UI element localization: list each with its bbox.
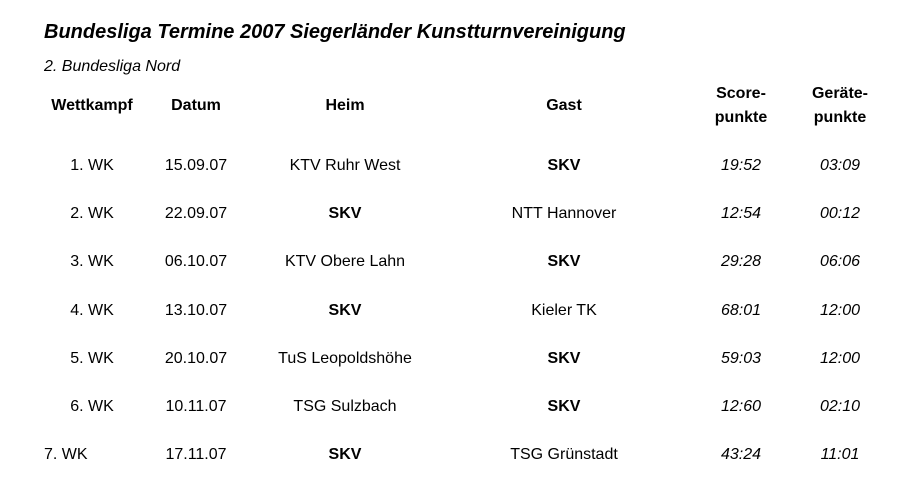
column-header: punkte — [813, 109, 867, 126]
table-cell: 06:06 — [819, 253, 861, 271]
subtitle: 2. Bundesliga Nord — [44, 58, 181, 75]
table-cell: 29:28 — [720, 253, 762, 271]
title: Bundesliga Termine 2007 Siegerländer Kun… — [44, 21, 626, 43]
table-cell: TSG Grünstadt — [510, 446, 618, 464]
table-cell: SKV — [328, 446, 362, 464]
table-cell: KTV Obere Lahn — [284, 253, 406, 271]
table-cell: 3. WK — [70, 253, 114, 271]
table-cell: 17.11.07 — [165, 446, 227, 464]
table-cell: SKV — [547, 157, 581, 174]
table-cell: TSG Sulzbach — [293, 398, 397, 415]
table-cell: 19:52 — [720, 157, 762, 174]
table-cell: TuS Leopoldshöhe — [278, 349, 412, 367]
column-header: Score- — [716, 85, 766, 102]
table-cell: 12:60 — [720, 398, 762, 415]
table-cell: SKV — [328, 301, 362, 319]
table-cell: 02:10 — [819, 398, 861, 415]
table-cell: 13.10.07 — [164, 301, 228, 319]
table-cell: 03:09 — [819, 157, 861, 174]
table-cell: 68:01 — [720, 301, 762, 319]
table-cell: 59:03 — [720, 349, 762, 367]
table-cell: SKV — [547, 398, 581, 415]
table-cell: 43:24 — [720, 446, 762, 464]
column-header: Heim — [325, 97, 365, 114]
table-cell: SKV — [547, 349, 581, 367]
table-cell: 20.10.07 — [164, 349, 228, 367]
column-header: Geräte- — [811, 85, 869, 102]
column-header: punkte — [714, 109, 768, 126]
table-cell: SKV — [547, 253, 581, 271]
table-cell: 12:54 — [720, 205, 762, 223]
column-header: Datum — [171, 97, 221, 114]
table-cell: 1. WK — [70, 157, 114, 174]
table-cell: 10.11.07 — [165, 398, 227, 415]
table-cell: 22.09.07 — [164, 205, 228, 223]
table-cell: Kieler TK — [531, 301, 597, 319]
table-cell: 15.09.07 — [164, 157, 228, 174]
table-cell: SKV — [328, 205, 362, 223]
table-cell: KTV Ruhr West — [289, 157, 401, 174]
table-cell: 2. WK — [70, 205, 114, 223]
column-header: Wettkampf — [51, 97, 133, 114]
table-cell: 00:12 — [819, 205, 861, 223]
table-cell: 5. WK — [70, 349, 114, 367]
table-cell: 7. WK — [44, 446, 88, 464]
column-header: Gast — [546, 97, 582, 114]
table-cell: 12:00 — [819, 301, 861, 319]
table-cell: 12:00 — [819, 349, 861, 367]
table-cell: 11:01 — [820, 446, 860, 464]
table-cell: 06.10.07 — [164, 253, 228, 271]
table-cell: NTT Hannover — [511, 205, 617, 223]
table-cell: 4. WK — [70, 301, 114, 319]
table-cell: 6. WK — [70, 398, 114, 415]
